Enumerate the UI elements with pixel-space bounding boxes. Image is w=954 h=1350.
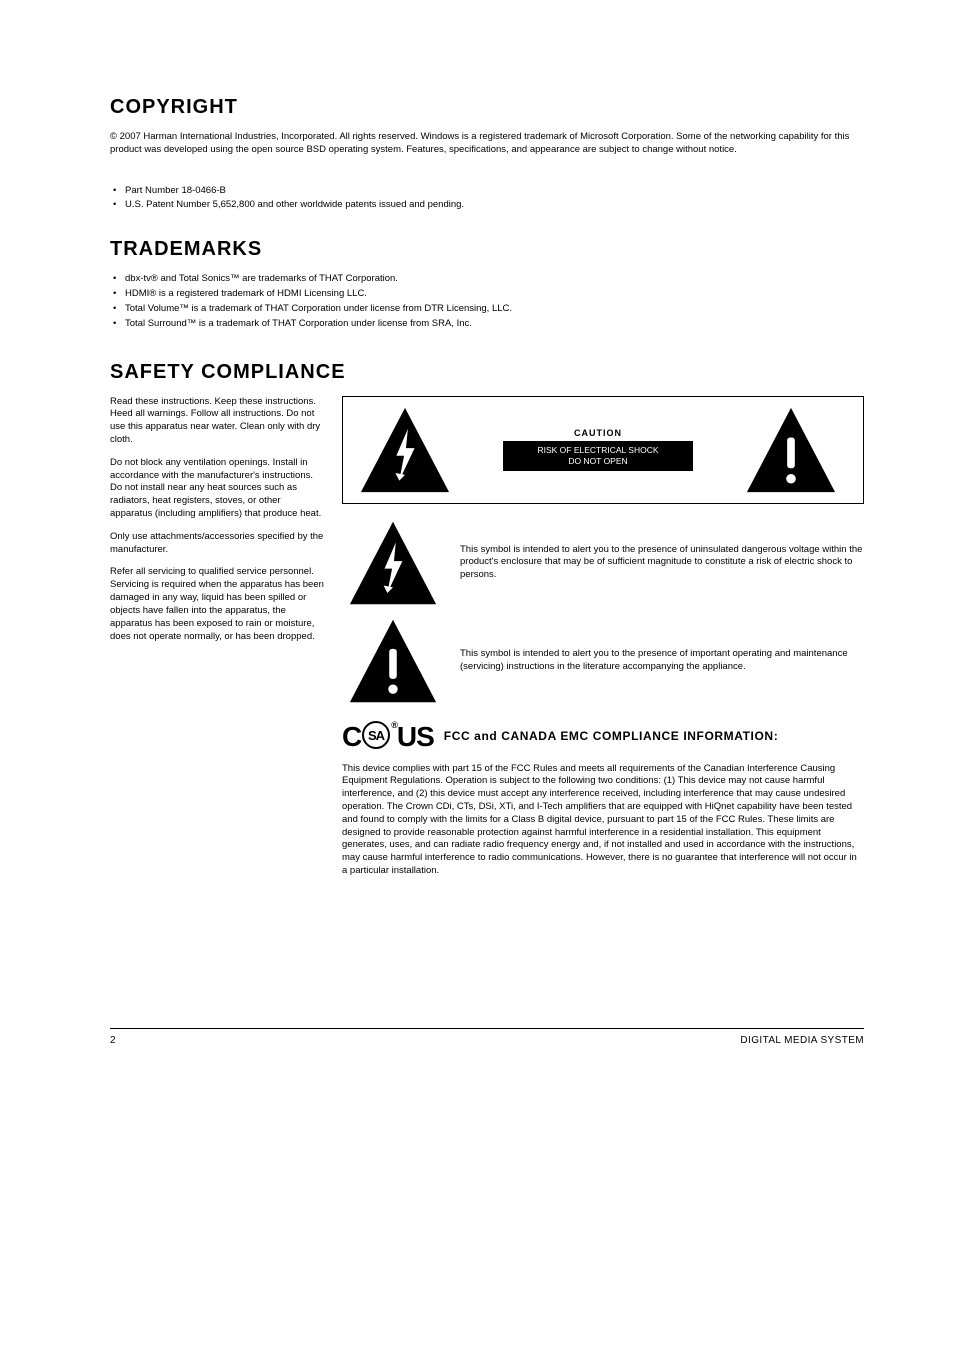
trademark-line: Total Volume™ is a trademark of THAT Cor… xyxy=(110,303,864,316)
page-footer: 2 DIGITAL MEDIA SYSTEM xyxy=(110,1028,864,1046)
caution-black-box: RISK OF ELECTRICAL SHOCK DO NOT OPEN xyxy=(503,441,693,470)
attention-warning-icon xyxy=(342,616,444,706)
caution-line2: DO NOT OPEN xyxy=(509,456,687,467)
compliance-body: Read these instructions. Keep these inst… xyxy=(110,396,864,878)
copyright-paragraph: © 2007 Harman International Industries, … xyxy=(110,131,864,157)
caution-title: CAUTION xyxy=(503,428,693,438)
trademark-line: HDMI® is a registered trademark of HDMI … xyxy=(110,288,864,301)
fcc-label: FCC and CANADA EMC COMPLIANCE INFORMATIO… xyxy=(444,729,779,743)
caution-line1: RISK OF ELECTRICAL SHOCK xyxy=(509,445,687,456)
trademarks-section: TRADEMARKS dbx-tv® and Total Sonics™ are… xyxy=(110,238,864,330)
bullet-text: Part Number 18-0466-B xyxy=(125,185,226,198)
symbol-text: This symbol is intended to alert you to … xyxy=(460,544,864,581)
trademarks-list: dbx-tv® and Total Sonics™ are trademarks… xyxy=(110,273,864,330)
instruction-para: Do not block any ventilation openings. I… xyxy=(110,457,324,521)
copyright-section: COPYRIGHT © 2007 Harman International In… xyxy=(110,96,864,212)
copyright-bullet: •U.S. Patent Number 5,652,800 and other … xyxy=(113,199,864,212)
caution-center: CAUTION RISK OF ELECTRICAL SHOCK DO NOT … xyxy=(503,428,693,470)
caution-box: CAUTION RISK OF ELECTRICAL SHOCK DO NOT … xyxy=(342,396,864,504)
trademark-line: dbx-tv® and Total Sonics™ are trademarks… xyxy=(110,273,864,286)
compliance-graphics: CAUTION RISK OF ELECTRICAL SHOCK DO NOT … xyxy=(342,396,864,878)
trademarks-title: TRADEMARKS xyxy=(110,238,864,261)
svg-text:SA: SA xyxy=(368,728,386,743)
fcc-paragraph: This device complies with part 15 of the… xyxy=(342,763,864,878)
csa-logo: CSA®US xyxy=(342,720,434,753)
copyright-bullets: •Part Number 18-0466-B •U.S. Patent Numb… xyxy=(110,185,864,213)
instruction-para: Read these instructions. Keep these inst… xyxy=(110,396,324,447)
bullet-text: U.S. Patent Number 5,652,800 and other w… xyxy=(125,199,464,212)
safety-instructions: Read these instructions. Keep these inst… xyxy=(110,396,324,878)
document-page: COPYRIGHT © 2007 Harman International In… xyxy=(0,0,954,1096)
copyright-title: COPYRIGHT xyxy=(110,96,864,119)
symbol-explanation-row: This symbol is intended to alert you to … xyxy=(342,616,864,706)
instruction-para: Only use attachments/accessories specifi… xyxy=(110,531,324,557)
fcc-csa-section: CSA®US FCC and CANADA EMC COMPLIANCE INF… xyxy=(342,720,864,878)
symbol-text: This symbol is intended to alert you to … xyxy=(460,648,864,673)
attention-warning-icon xyxy=(739,404,843,496)
page-number: 2 xyxy=(110,1035,116,1046)
csa-mark-icon: SA xyxy=(361,720,391,750)
copyright-bullet: •Part Number 18-0466-B xyxy=(113,185,864,198)
instruction-para: Refer all servicing to qualified service… xyxy=(110,566,324,643)
shock-warning-icon xyxy=(353,404,457,496)
compliance-title: SAFETY COMPLIANCE xyxy=(110,361,864,384)
symbol-explanation-row: This symbol is intended to alert you to … xyxy=(342,518,864,608)
trademark-line: Total Surround™ is a trademark of THAT C… xyxy=(110,318,864,331)
shock-warning-icon xyxy=(342,518,444,608)
fcc-header: CSA®US FCC and CANADA EMC COMPLIANCE INF… xyxy=(342,720,864,753)
footer-doc-name: DIGITAL MEDIA SYSTEM xyxy=(740,1035,864,1046)
compliance-section: SAFETY COMPLIANCE Read these instruction… xyxy=(110,361,864,878)
